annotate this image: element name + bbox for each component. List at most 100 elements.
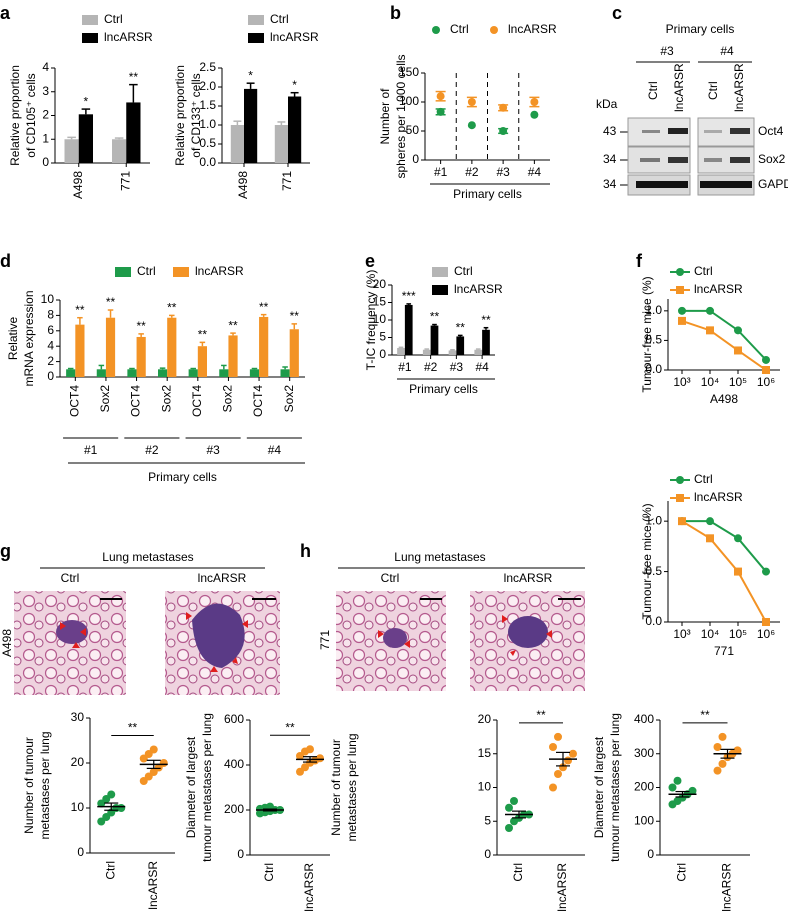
y-tick-label: 10 [71, 800, 85, 814]
x-tick-label: 10⁶ [757, 627, 775, 641]
blot-size: 34 [603, 177, 617, 191]
bar [112, 139, 127, 163]
column-label: lncARSR [198, 571, 247, 585]
bar [167, 317, 177, 377]
y-axis-label: Relative [6, 317, 20, 361]
bar [404, 304, 413, 355]
legend-label: Ctrl [454, 264, 473, 278]
legend-label: lncARSR [694, 282, 743, 296]
significance: ** [75, 303, 85, 317]
y-axis-label: Number of [378, 88, 392, 145]
x-tick-label: Ctrl [262, 863, 276, 882]
legend-swatch [173, 267, 189, 277]
y-tick-label: 3 [42, 84, 49, 98]
y-tick-label: 2.5 [199, 60, 216, 74]
bar [64, 139, 79, 163]
x-tick-label: #4 [475, 360, 489, 374]
bar [105, 317, 116, 377]
bar [280, 369, 290, 377]
marker [734, 326, 742, 335]
y-tick-label: 0.0 [645, 362, 662, 376]
panel-label: b [390, 3, 401, 23]
x-tick-label: 10³ [673, 627, 690, 641]
metastasis [383, 628, 407, 648]
y-tick-label: 10 [373, 312, 387, 326]
legend-swatch [115, 267, 131, 277]
y-tick-label: 8 [47, 308, 54, 322]
x-tick-label: OCT4 [129, 385, 143, 417]
marker [762, 618, 770, 626]
bar [474, 349, 483, 355]
marker [564, 756, 572, 765]
line [682, 309, 767, 361]
band [704, 130, 722, 133]
marker [733, 746, 742, 755]
significance: ** [136, 319, 146, 333]
significance: * [292, 78, 297, 92]
marker [678, 517, 686, 526]
y-tick-label: 0 [484, 847, 491, 861]
x-tick-label: OCT4 [190, 385, 204, 417]
panel-label: a [0, 3, 11, 23]
y-tick-label: 0.0 [199, 155, 216, 169]
y-tick-label: 0 [237, 847, 244, 861]
x-tick-label: 771 [118, 171, 132, 191]
marker [706, 517, 714, 526]
y-tick-label: 0.5 [645, 333, 662, 347]
group-label: #2 [145, 443, 159, 457]
marker [676, 476, 684, 484]
significance: ** [700, 708, 710, 722]
bar [288, 96, 302, 163]
y-tick-label: 4 [47, 338, 54, 352]
y-tick-label: 20 [478, 712, 492, 726]
y-tick-label: 2.0 [199, 79, 216, 93]
band [730, 128, 750, 134]
blot-group: #3 [660, 44, 674, 58]
lane-label: Ctrl [706, 81, 720, 100]
x-tick-label: 10⁴ [701, 375, 720, 389]
bar [249, 369, 260, 377]
x-tick-label: lncARSR [720, 863, 734, 912]
marker [432, 26, 440, 34]
bar [448, 350, 457, 355]
marker [490, 26, 498, 34]
y-axis-label: T-IC frequency (%) [364, 270, 378, 371]
significance: ** [198, 328, 208, 342]
panel-label: f [636, 251, 643, 271]
y-tick-label: 0 [42, 155, 49, 169]
y-tick-label: 0.0 [645, 614, 662, 628]
marker [117, 804, 126, 812]
x-tick-label: lncARSR [302, 863, 316, 912]
marker [499, 127, 508, 135]
legend-label: Ctrl [137, 264, 156, 278]
y-axis-label: Tumour-free mice (%) [640, 276, 654, 392]
bar [422, 349, 431, 355]
y-tick-label: 1.0 [645, 303, 662, 317]
marker [505, 824, 513, 832]
y-tick-label: 15 [478, 746, 492, 760]
lane-label: lncARSR [672, 63, 686, 112]
bar [197, 346, 207, 377]
column-label: lncARSR [504, 571, 553, 585]
y-axis-label: Number of tumour [329, 739, 343, 836]
legend-swatch [248, 15, 264, 25]
lane-label: Ctrl [646, 81, 660, 100]
marker [559, 763, 567, 772]
y-axis-label: of CD105⁺ cells [24, 73, 38, 157]
x-tick-label: A498 [236, 171, 250, 199]
marker [549, 783, 557, 792]
significance: ** [259, 300, 269, 314]
x-tick-label: 10⁵ [729, 627, 747, 641]
marker [676, 286, 684, 294]
blot-unit: kDa [596, 97, 618, 111]
legend-swatch [82, 33, 98, 43]
y-tick-label: 1.0 [199, 117, 216, 131]
marker [510, 797, 518, 805]
x-axis-label: Primary cells [148, 470, 217, 484]
y-tick-label: 300 [634, 746, 654, 760]
significance: ** [430, 310, 440, 324]
x-tick-label: #2 [424, 360, 438, 374]
legend-label: lncARSR [454, 282, 503, 296]
y-tick-label: 100 [399, 94, 419, 108]
y-axis-label: of CD133⁺ cells [189, 73, 203, 157]
